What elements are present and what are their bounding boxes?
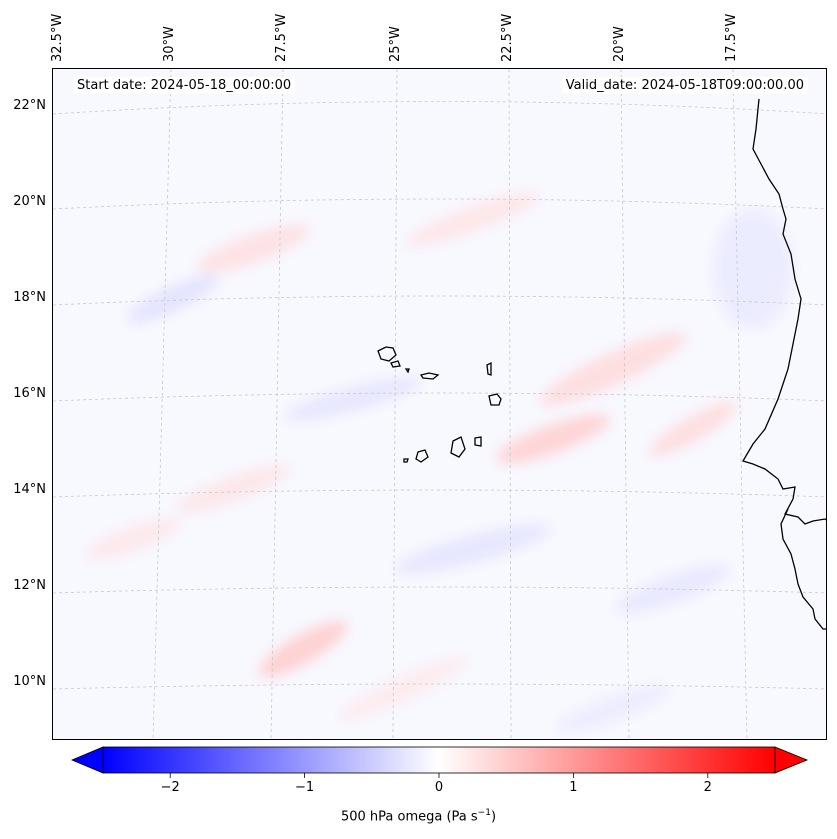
colorbar-title: 500 hPa omega (Pa s−1) <box>340 808 497 825</box>
lat-label: 12°N <box>13 578 46 593</box>
lat-label: 14°N <box>13 482 46 497</box>
lat-label: 16°N <box>13 386 46 401</box>
colorbar-tick-label: 0 <box>434 780 444 795</box>
colorbar-tick-label: −2 <box>160 780 180 795</box>
lat-label: 10°N <box>13 674 46 689</box>
graticule <box>53 69 826 739</box>
map-panel: Start date: 2024-05-18_00:00:00 Valid_da… <box>52 68 827 740</box>
colorbar-extend-min <box>70 746 104 774</box>
omega-field-map <box>53 69 826 739</box>
valid-date-label: Valid_date: 2024-05-18T09:00:00.00 <box>561 77 808 94</box>
colorbar-gradient <box>102 746 776 774</box>
start-date-label: Start date: 2024-05-18_00:00:00 <box>73 77 296 94</box>
lat-label: 22°N <box>13 98 46 113</box>
colorbar-tick-label: 2 <box>703 780 712 795</box>
africa-coastline <box>742 98 826 630</box>
colorbar-extend-max <box>774 746 809 774</box>
colorbar-tick-label: 1 <box>569 780 578 795</box>
lat-label: 20°N <box>13 194 46 209</box>
colorbar-tick-label: −1 <box>295 780 315 795</box>
lat-label: 18°N <box>13 290 46 305</box>
cape-verde-islands <box>377 346 502 463</box>
